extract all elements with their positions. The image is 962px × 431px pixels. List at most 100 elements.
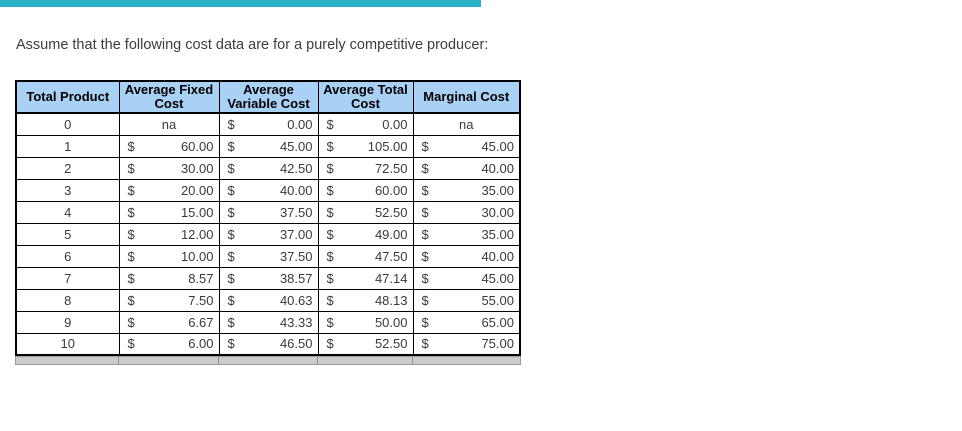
footer-strip-segment — [219, 357, 318, 364]
column-header-average-variable-cost: Average Variable Cost — [218, 80, 319, 114]
cell-average-total-cost: $48.13 — [317, 288, 414, 312]
currency-symbol: $ — [227, 116, 235, 132]
amount: 52.50 — [374, 336, 408, 352]
currency-symbol: $ — [127, 270, 135, 286]
amount: 0.00 — [382, 116, 408, 132]
cell-marginal-cost: $55.00 — [412, 288, 521, 312]
amount: 37.00 — [279, 226, 313, 242]
cost-data-table: Total Product Average Fixed Cost Average… — [15, 80, 521, 356]
column-header-average-total-cost: Average Total Cost — [317, 80, 414, 114]
footer-strip-segment — [16, 357, 119, 364]
cell-average-total-cost: $47.14 — [317, 266, 414, 290]
currency-symbol: $ — [127, 336, 135, 352]
cell-total-product: 0 — [15, 112, 120, 136]
cell-average-variable-cost: $38.57 — [218, 266, 319, 290]
cell-marginal-cost: $45.00 — [412, 134, 521, 158]
currency-symbol: $ — [227, 314, 235, 330]
cell-average-total-cost: $60.00 — [317, 178, 414, 202]
currency-symbol: $ — [127, 314, 135, 330]
currency-symbol: $ — [227, 336, 235, 352]
amount: 35.00 — [481, 182, 514, 198]
cell-average-total-cost: $0.00 — [317, 112, 414, 136]
cell-average-fixed-cost: $30.00 — [118, 156, 220, 180]
currency-symbol: $ — [127, 160, 135, 176]
currency-symbol: $ — [326, 116, 334, 132]
cell-average-variable-cost: $45.00 — [218, 134, 319, 158]
footer-strip-segment — [318, 357, 413, 364]
cell-average-total-cost: $105.00 — [317, 134, 414, 158]
currency-symbol: $ — [421, 270, 429, 286]
cell-marginal-cost: $45.00 — [412, 266, 521, 290]
column-header-average-fixed-cost: Average Fixed Cost — [118, 80, 220, 114]
amount: 10.00 — [180, 248, 214, 264]
cell-total-product: 6 — [15, 244, 120, 268]
currency-symbol: $ — [421, 314, 429, 330]
amount: 50.00 — [374, 314, 408, 330]
cost-data-section: Total Product Average Fixed Cost Average… — [15, 80, 521, 365]
cell-marginal-cost: $30.00 — [412, 200, 521, 224]
footer-strip-segment — [413, 357, 520, 364]
cell-average-fixed-cost: $6.67 — [118, 310, 220, 334]
amount: 48.13 — [374, 292, 408, 308]
amount: 40.00 — [481, 248, 514, 264]
currency-symbol: $ — [326, 292, 334, 308]
cell-marginal-cost: $35.00 — [412, 178, 521, 202]
currency-symbol: $ — [227, 182, 235, 198]
currency-symbol: $ — [127, 204, 135, 220]
cell-average-total-cost: $52.50 — [317, 200, 414, 224]
cell-average-variable-cost: $46.50 — [218, 332, 319, 356]
amount: 12.00 — [180, 226, 214, 242]
amount: 0.00 — [287, 116, 313, 132]
currency-symbol: $ — [227, 138, 235, 154]
cell-average-variable-cost: $37.00 — [218, 222, 319, 246]
cell-average-variable-cost: $42.50 — [218, 156, 319, 180]
currency-symbol: $ — [326, 160, 334, 176]
amount: 37.50 — [279, 204, 313, 220]
amount: 46.50 — [279, 336, 313, 352]
cell-average-variable-cost: $0.00 — [218, 112, 319, 136]
amount: 47.14 — [374, 270, 408, 286]
amount: 8.57 — [188, 270, 214, 286]
amount: 6.00 — [188, 336, 214, 352]
currency-symbol: $ — [421, 248, 429, 264]
cell-total-product: 5 — [15, 222, 120, 246]
cell-average-variable-cost: $43.33 — [218, 310, 319, 334]
amount: 60.00 — [180, 138, 214, 154]
table-row: 8 $7.50 $40.63 $48.13 $55.00 — [15, 288, 521, 312]
amount: 15.00 — [180, 204, 214, 220]
header-row: Total Product Average Fixed Cost Average… — [15, 80, 521, 114]
amount: 30.00 — [180, 160, 214, 176]
amount: 75.00 — [481, 336, 514, 352]
amount: 42.50 — [279, 160, 313, 176]
amount: 45.00 — [481, 138, 514, 154]
amount: 37.50 — [279, 248, 313, 264]
currency-symbol: $ — [127, 292, 135, 308]
amount: 35.00 — [481, 226, 514, 242]
cell-average-variable-cost: $37.50 — [218, 244, 319, 268]
currency-symbol: $ — [227, 248, 235, 264]
cell-average-fixed-cost: $10.00 — [118, 244, 220, 268]
amount: 40.63 — [279, 292, 313, 308]
table-row: 6 $10.00 $37.50 $47.50 $40.00 — [15, 244, 521, 268]
cell-average-fixed-cost: $15.00 — [118, 200, 220, 224]
amount: 45.00 — [279, 138, 313, 154]
currency-symbol: $ — [421, 204, 429, 220]
column-header-total-product: Total Product — [15, 80, 120, 114]
currency-symbol: $ — [127, 138, 135, 154]
currency-symbol: $ — [326, 204, 334, 220]
cell-total-product: 9 — [15, 310, 120, 334]
amount: 6.67 — [188, 314, 214, 330]
footer-strip-segment — [119, 357, 219, 364]
currency-symbol: $ — [421, 226, 429, 242]
currency-symbol: $ — [326, 270, 334, 286]
amount: 52.50 — [374, 204, 408, 220]
currency-symbol: $ — [326, 336, 334, 352]
amount: 30.00 — [481, 204, 514, 220]
amount: 65.00 — [481, 314, 514, 330]
cell-average-total-cost: $52.50 — [317, 332, 414, 356]
question-text: Assume that the following cost data are … — [16, 37, 489, 53]
table-row: 5 $12.00 $37.00 $49.00 $35.00 — [15, 222, 521, 246]
currency-symbol: $ — [326, 138, 334, 154]
cell-marginal-cost: na — [412, 112, 521, 136]
cell-average-fixed-cost: $20.00 — [118, 178, 220, 202]
